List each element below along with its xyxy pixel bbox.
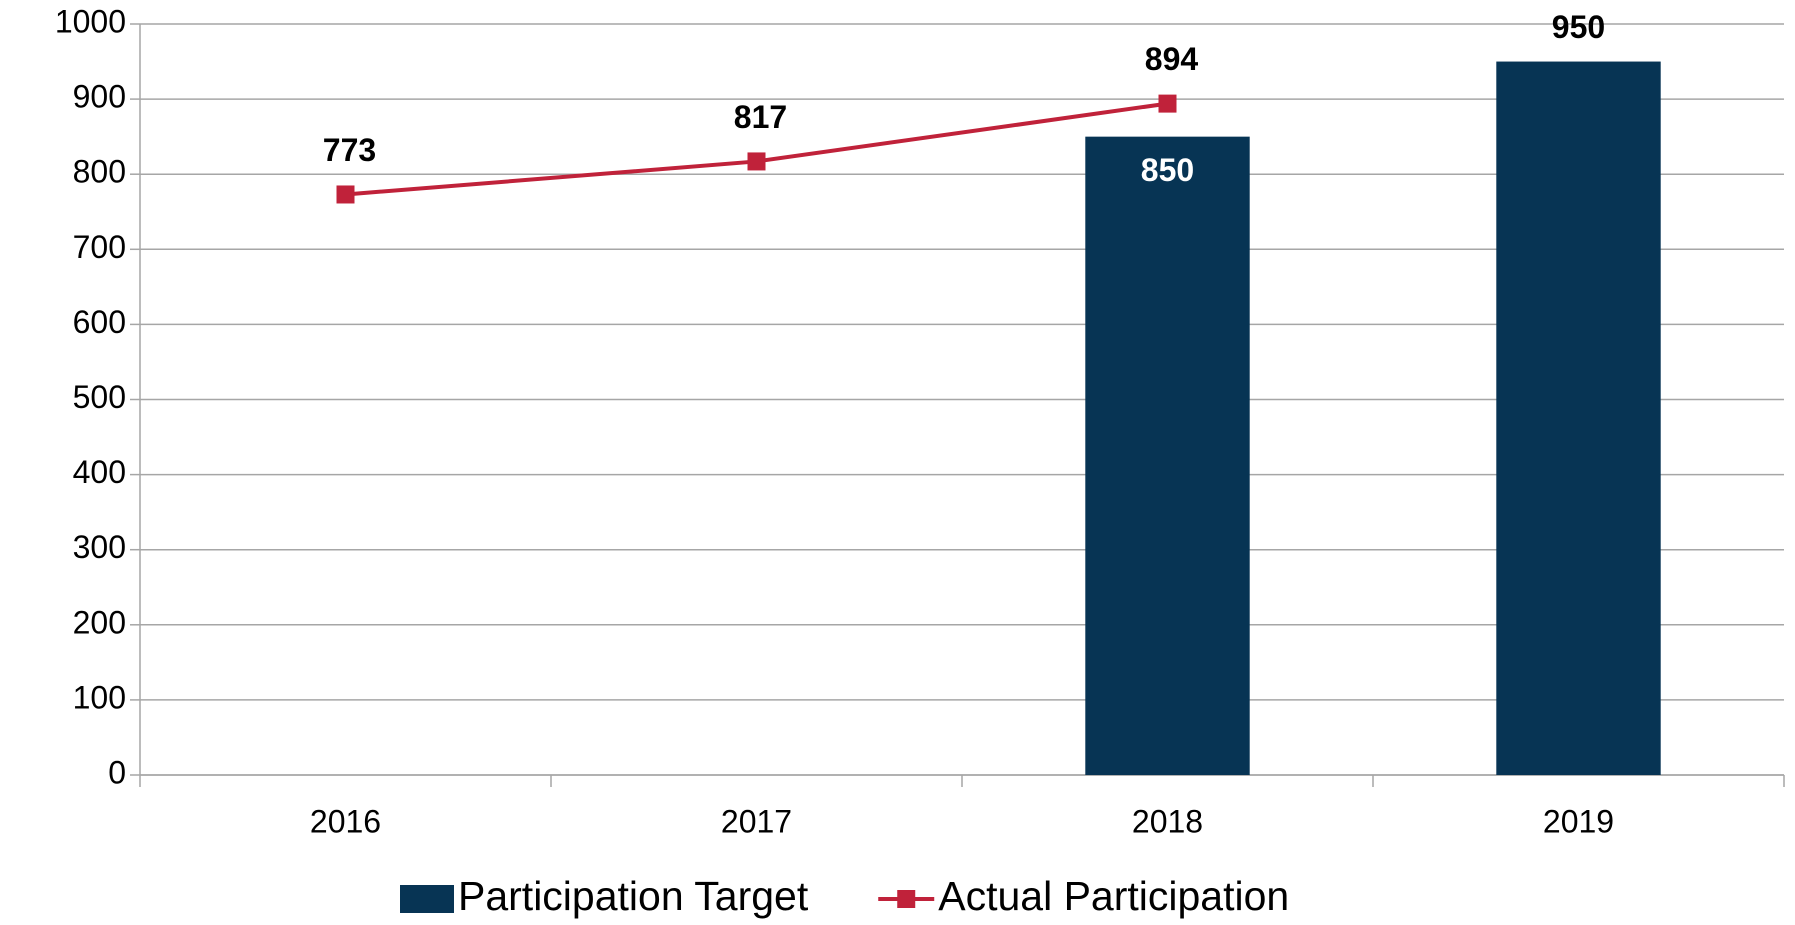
y-tick-label: 400 xyxy=(73,454,126,490)
legend-marker xyxy=(897,890,916,908)
y-tick-label: 300 xyxy=(73,529,126,565)
y-tick-label: 700 xyxy=(73,229,126,265)
y-tick-label: 100 xyxy=(73,679,126,715)
bar xyxy=(1085,136,1250,775)
legend-label: Actual Participation xyxy=(938,873,1289,919)
y-tick-label: 800 xyxy=(73,154,126,190)
x-tick-label: 2019 xyxy=(1543,803,1614,839)
x-tick-label: 2018 xyxy=(1132,803,1203,839)
y-tick-label: 600 xyxy=(73,304,126,340)
x-tick-label: 2016 xyxy=(310,803,381,839)
legend-label: Participation Target xyxy=(458,873,809,919)
y-tick-label: 900 xyxy=(73,79,126,115)
data-label: 894 xyxy=(1145,41,1199,77)
legend-swatch xyxy=(400,885,454,913)
data-label: 850 xyxy=(1141,152,1194,188)
y-tick-label: 500 xyxy=(73,379,126,415)
x-tick-label: 2017 xyxy=(721,803,792,839)
line-marker xyxy=(336,185,355,204)
y-tick-label: 1000 xyxy=(55,3,126,39)
data-label: 773 xyxy=(323,132,376,168)
data-label: 817 xyxy=(734,99,787,135)
y-tick-label: 0 xyxy=(108,754,126,790)
y-tick-label: 200 xyxy=(73,604,126,640)
bar xyxy=(1496,61,1661,776)
line-marker xyxy=(747,152,766,171)
line-marker xyxy=(1158,94,1177,113)
data-label: 950 xyxy=(1552,9,1605,45)
